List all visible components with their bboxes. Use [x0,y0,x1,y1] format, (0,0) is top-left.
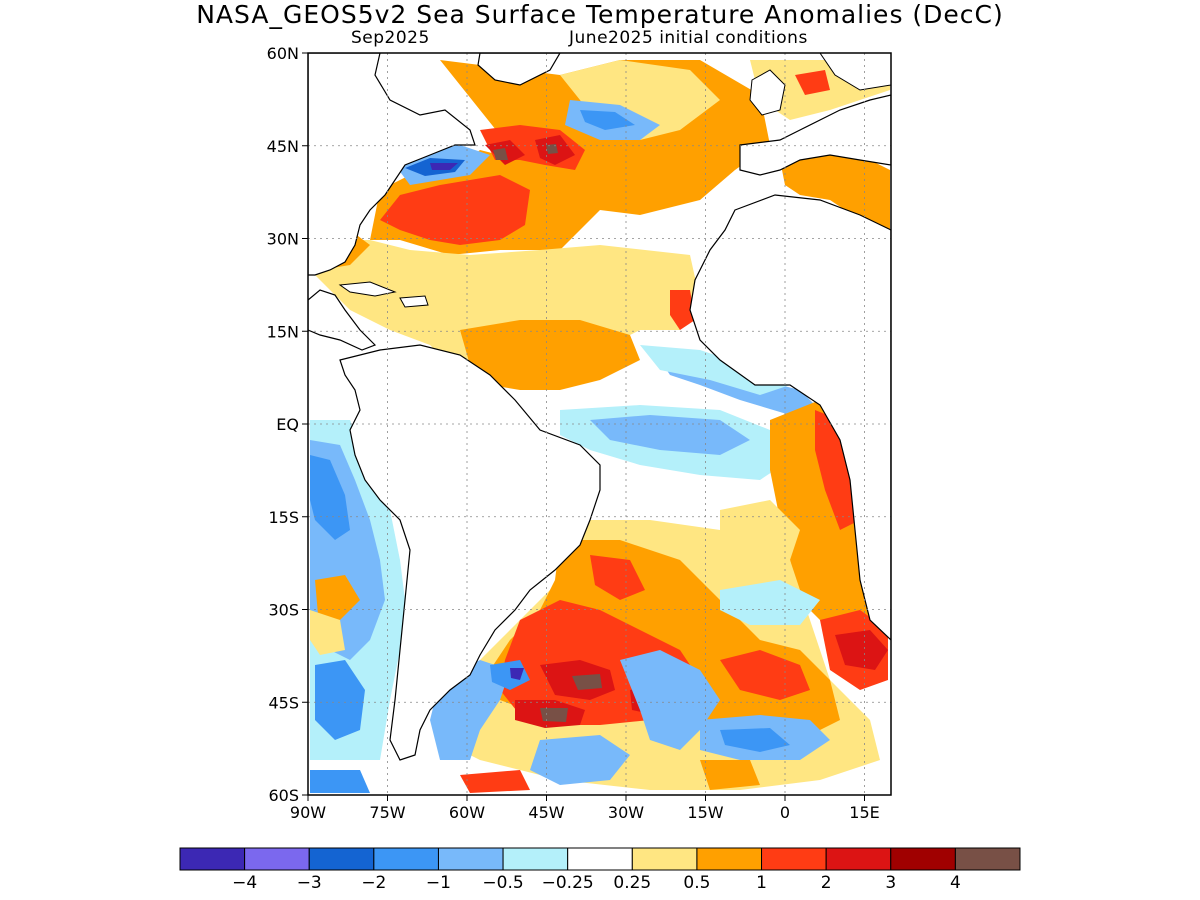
lon-tick-label: 30W [608,803,644,822]
colorbar-label: 2 [821,873,832,893]
anomaly-region [493,148,508,160]
anomaly-region [430,163,458,170]
lat-tick-label: 30S [268,601,299,620]
anomaly-region [490,660,530,690]
anomaly-region [510,668,524,680]
anomaly-region [780,150,890,230]
anomaly-region [572,674,602,690]
anomaly-region [590,415,750,455]
anomaly-region [590,555,645,600]
lat-tick-label: 15N [267,322,299,341]
initial-conditions-label: June2025 initial conditions [569,28,808,48]
map-gridlines [308,53,891,795]
lon-tick-label: 15W [687,803,723,822]
south-america-land [339,344,601,761]
anomaly-region [315,575,360,620]
colorbar-swatch [179,847,246,871]
colorbar-swatch [437,847,504,871]
anomaly-region [310,455,350,540]
anomaly-region [460,320,640,390]
colorbar-label: −4 [232,873,257,893]
colorbar: −4 −3 −2 −1 −0.5 −0.25 0.25 0.5 1 2 3 4 [179,847,1021,893]
british-isles-land [749,69,786,116]
lat-tick-label: 15S [268,508,299,527]
lat-tick-label: 30N [267,230,299,249]
map-title: NASA_GEOS5v2 Sea Surface Temperature Ano… [196,0,1004,29]
central-america-land [308,289,377,351]
colorbar-swatch [696,847,763,871]
lon-tick-label: 90W [290,803,326,822]
colorbar-label: 1 [756,873,767,893]
colorbar-swatch [308,847,375,871]
colorbar-swatch [244,847,310,871]
colorbar-label: −1 [426,873,451,893]
valid-month-label: Sep2025 [351,28,430,48]
anomaly-region [310,770,370,793]
anomaly-region [310,610,345,655]
anomaly-region [315,660,365,740]
anomaly-region [720,728,790,752]
colorbar-swatch [890,847,956,871]
cuba-land [338,281,397,297]
colorbar-label: 0.5 [683,873,710,893]
anomaly-region [720,650,810,700]
lon-tick-label: 0 [780,803,790,822]
anomaly-region [835,630,888,670]
anomaly-field [308,53,891,795]
colorbar-label: −0.5 [482,873,523,893]
greenland-land [477,53,561,86]
anomaly-region [720,580,820,625]
north-america-land [308,53,476,276]
scandinavia-land [819,53,891,91]
lat-tick-label: 60N [267,44,299,63]
colorbar-label: −2 [361,873,386,893]
colorbar-swatch [373,847,439,871]
colorbar-swatch [825,847,892,871]
africa-land [689,194,891,641]
anomaly-region [620,650,720,750]
anomaly-region [795,70,830,95]
anomaly-region [815,410,860,530]
lat-tick-label: 60S [268,786,299,805]
anomaly-region [530,735,630,785]
lon-tick-label: 75W [369,803,405,822]
colorbar-label: −3 [297,873,322,893]
anomaly-region [546,144,558,154]
anomaly-region [380,175,530,245]
lon-tick-label: 45W [528,803,564,822]
anomaly-region [670,290,695,330]
lat-tick-label: 45N [267,137,299,156]
lat-tick-label: 45S [268,693,299,712]
lat-tick-label: EQ [276,415,299,434]
anomaly-region [540,708,568,722]
lon-tick-label: 15E [849,803,879,822]
colorbar-swatch [761,847,827,871]
colorbar-swatch [502,847,569,871]
hispaniola-land [399,295,429,308]
colorbar-label: −0.25 [542,873,594,893]
land-masses [308,53,891,761]
anomaly-region [460,770,530,793]
colorbar-swatch [567,847,633,871]
colorbar-label: 4 [950,873,961,893]
colorbar-swatch [631,847,698,871]
colorbar-label: 3 [885,873,896,893]
europe-land [739,94,891,176]
lon-tick-label: 60W [449,803,485,822]
anomaly-region [580,110,635,130]
colorbar-swatch [954,847,1021,871]
colorbar-label: 0.25 [613,873,651,893]
anomaly-region [700,760,760,790]
